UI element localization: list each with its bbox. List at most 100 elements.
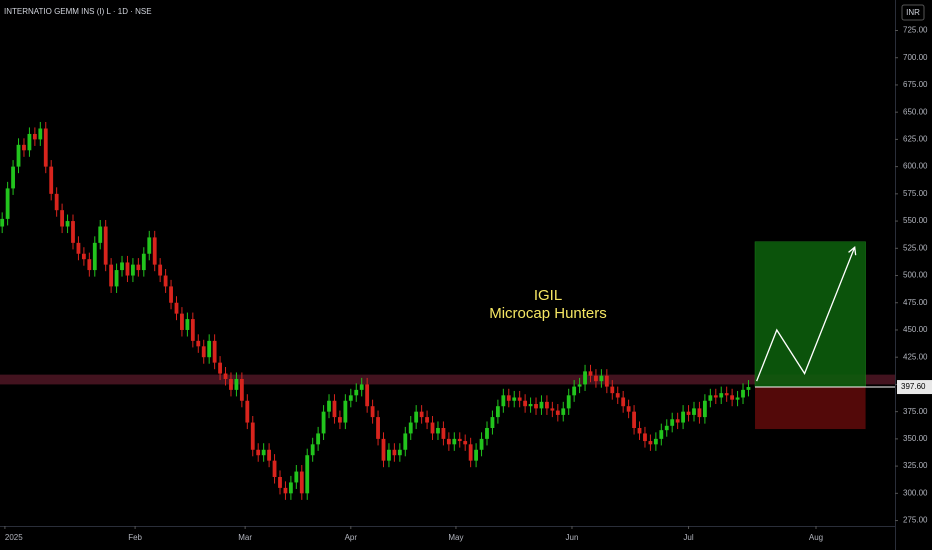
candle-body — [615, 393, 620, 398]
y-tick-label: 675.00 — [903, 80, 928, 89]
candle-body — [169, 286, 173, 303]
candle-body — [365, 384, 370, 407]
candle-body — [664, 425, 669, 431]
currency-label: INR — [906, 8, 920, 17]
candle-body — [713, 395, 718, 398]
candle-body — [250, 422, 255, 450]
candle-body — [485, 427, 489, 439]
candle-body — [185, 319, 190, 330]
candle-body — [550, 408, 555, 411]
y-tick-label: 625.00 — [903, 135, 928, 144]
y-tick-label: 575.00 — [903, 189, 928, 198]
candle-body — [207, 340, 212, 358]
candle-body — [321, 411, 326, 434]
annotation-text: Microcap Hunters — [489, 305, 607, 322]
candle-body — [659, 430, 664, 439]
candle-body — [141, 253, 146, 271]
candle-body — [54, 193, 59, 211]
candle-body — [577, 384, 582, 387]
candle-body — [632, 411, 636, 428]
candle-body — [38, 128, 43, 140]
projection-arrowhead — [848, 245, 857, 256]
x-tick-label: 2025 — [5, 533, 23, 542]
candle-body — [87, 259, 92, 271]
y-tick-label: 450.00 — [903, 325, 928, 334]
candle-body — [392, 449, 397, 456]
candle-body — [158, 264, 163, 276]
candle-body — [11, 166, 15, 189]
candle-body — [746, 387, 751, 390]
candle-body — [566, 395, 571, 409]
y-tick-label: 525.00 — [903, 243, 928, 252]
y-tick-label: 700.00 — [903, 53, 928, 62]
y-tick-label: 300.00 — [903, 488, 928, 497]
candle-body — [65, 221, 70, 227]
candle-body — [76, 242, 81, 254]
candle-body — [490, 417, 495, 428]
candle-body — [610, 386, 615, 394]
y-tick-label: 500.00 — [903, 271, 928, 280]
candle-body — [381, 438, 386, 461]
candle-body — [495, 406, 500, 418]
candle-body — [218, 362, 222, 374]
candle-body — [27, 133, 32, 151]
candle-body — [196, 340, 201, 347]
candle-body — [0, 218, 5, 227]
candle-body — [506, 395, 511, 401]
candle-body — [376, 417, 380, 439]
candle-body — [234, 378, 239, 390]
candle-body — [81, 253, 86, 260]
candle-body — [523, 400, 528, 407]
y-tick-label: 475.00 — [903, 298, 928, 307]
candle-body — [436, 427, 440, 434]
candle-body — [49, 166, 54, 194]
x-tick-label: Feb — [128, 533, 142, 542]
last-price-box — [897, 380, 932, 395]
candle-body — [463, 441, 468, 445]
symbol-title: INTERNATIO GEMM INS (I) L · 1D · NSE — [4, 7, 152, 16]
candle-body — [261, 449, 266, 456]
candle-body — [572, 386, 577, 396]
candle-body — [332, 400, 337, 418]
candle-body — [71, 221, 75, 243]
candle-body — [327, 400, 331, 412]
candle-body — [604, 375, 609, 387]
x-tick-label: Apr — [345, 533, 358, 542]
candle-body — [180, 313, 184, 330]
candle-body — [648, 441, 653, 445]
candle-body — [370, 406, 375, 418]
candle-body — [599, 375, 604, 382]
x-tick-label: Jul — [683, 533, 693, 542]
candle-body — [343, 400, 348, 423]
candle-body — [637, 427, 642, 434]
candle-body — [419, 411, 424, 418]
candle-body — [348, 395, 353, 401]
candle-body — [294, 471, 299, 483]
candle-body — [32, 133, 37, 140]
resistance-zone — [0, 374, 895, 385]
candle-body — [109, 264, 114, 287]
candle-body — [397, 449, 402, 456]
candle-body — [539, 401, 544, 409]
candle-body — [621, 397, 626, 407]
candle-body — [730, 395, 735, 400]
candle-body — [98, 226, 103, 243]
x-tick-label: Aug — [809, 533, 823, 542]
candle-body — [147, 237, 152, 254]
candle-body — [653, 438, 658, 445]
candle-body — [359, 384, 364, 390]
candle-body — [272, 460, 277, 477]
candle-body — [190, 319, 195, 341]
candle-body — [278, 476, 282, 488]
candle-body — [681, 411, 686, 423]
candle-body — [163, 275, 168, 287]
candle-body — [594, 375, 598, 382]
candle-body — [675, 419, 680, 423]
candle-body — [43, 128, 48, 167]
candle-body — [288, 482, 293, 494]
candle-body — [174, 302, 179, 314]
candle-body — [131, 264, 135, 276]
candle-body — [474, 449, 479, 461]
candle-body — [403, 433, 408, 450]
